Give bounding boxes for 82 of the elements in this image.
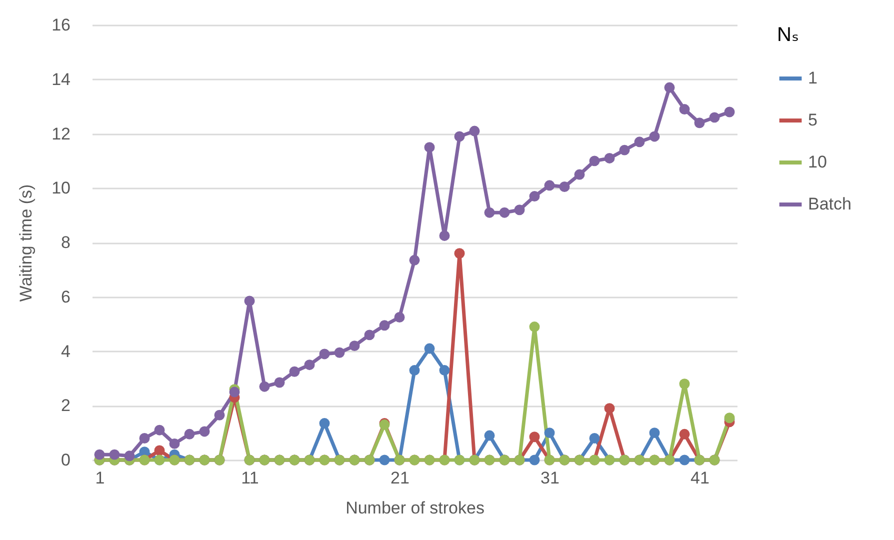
x-axis-title: Number of strokes <box>346 498 484 518</box>
point <box>469 126 480 136</box>
point <box>634 136 645 148</box>
point <box>664 82 675 93</box>
y-tick-label: 2 <box>61 396 70 416</box>
legend-label: 5 <box>808 110 818 130</box>
point <box>424 343 435 354</box>
point <box>154 445 165 456</box>
point <box>259 381 270 392</box>
point <box>424 142 435 153</box>
point <box>169 438 180 449</box>
point <box>94 449 105 460</box>
y-tick-label: 4 <box>61 342 70 361</box>
point <box>649 131 660 142</box>
point <box>499 207 510 218</box>
point <box>439 230 450 241</box>
point <box>154 424 165 436</box>
point <box>289 366 300 377</box>
point <box>274 377 285 388</box>
point <box>694 118 705 128</box>
y-tick-label: 0 <box>61 450 70 470</box>
point <box>454 131 465 142</box>
x-tick-label: 41 <box>690 468 710 488</box>
point <box>529 454 540 466</box>
point <box>544 428 555 438</box>
point <box>139 433 150 444</box>
x-tick-label: 1 <box>95 468 105 488</box>
y-tick-label: 6 <box>61 287 70 306</box>
point <box>229 386 240 398</box>
point <box>319 348 330 360</box>
point <box>484 207 495 218</box>
legend-label: 1 <box>808 68 818 88</box>
point <box>604 152 615 164</box>
point <box>589 433 600 444</box>
point <box>409 254 420 266</box>
point <box>514 204 525 216</box>
point <box>709 112 720 123</box>
point <box>439 365 450 376</box>
point <box>529 432 540 442</box>
y-axis-title: Waiting time (s) <box>16 184 36 302</box>
point <box>379 454 390 466</box>
x-tick-label: 11 <box>241 468 259 488</box>
point <box>679 104 690 115</box>
point <box>679 454 690 466</box>
point <box>244 296 255 306</box>
point <box>349 340 360 352</box>
point <box>589 156 600 166</box>
point <box>214 410 225 420</box>
point <box>544 180 555 191</box>
point <box>574 169 585 180</box>
y-tick-label: 16 <box>52 16 70 34</box>
point <box>649 428 660 438</box>
point <box>619 144 630 156</box>
point <box>304 360 315 370</box>
legend-label: Batch <box>808 194 852 214</box>
point <box>109 449 120 460</box>
point <box>559 182 570 192</box>
point <box>484 430 495 441</box>
point <box>379 320 390 331</box>
point <box>679 378 690 390</box>
point <box>529 191 540 202</box>
y-tick-label: 12 <box>52 124 70 144</box>
point <box>394 312 405 322</box>
point <box>529 322 540 332</box>
x-tick-label: 31 <box>540 468 560 488</box>
point <box>334 347 345 358</box>
point <box>409 365 420 376</box>
point <box>319 418 330 429</box>
x-tick-label: 21 <box>390 468 410 488</box>
point <box>364 330 375 340</box>
point <box>679 428 690 440</box>
point <box>454 248 465 259</box>
point <box>184 428 195 440</box>
point <box>604 403 615 414</box>
legend-title: Nₛ <box>777 24 799 46</box>
point <box>124 450 135 462</box>
y-tick-label: 10 <box>52 178 70 198</box>
point <box>724 106 735 118</box>
y-tick-label: 14 <box>52 70 70 89</box>
point <box>199 426 210 437</box>
y-tick-label: 8 <box>61 233 70 252</box>
legend-label: 10 <box>808 152 827 172</box>
